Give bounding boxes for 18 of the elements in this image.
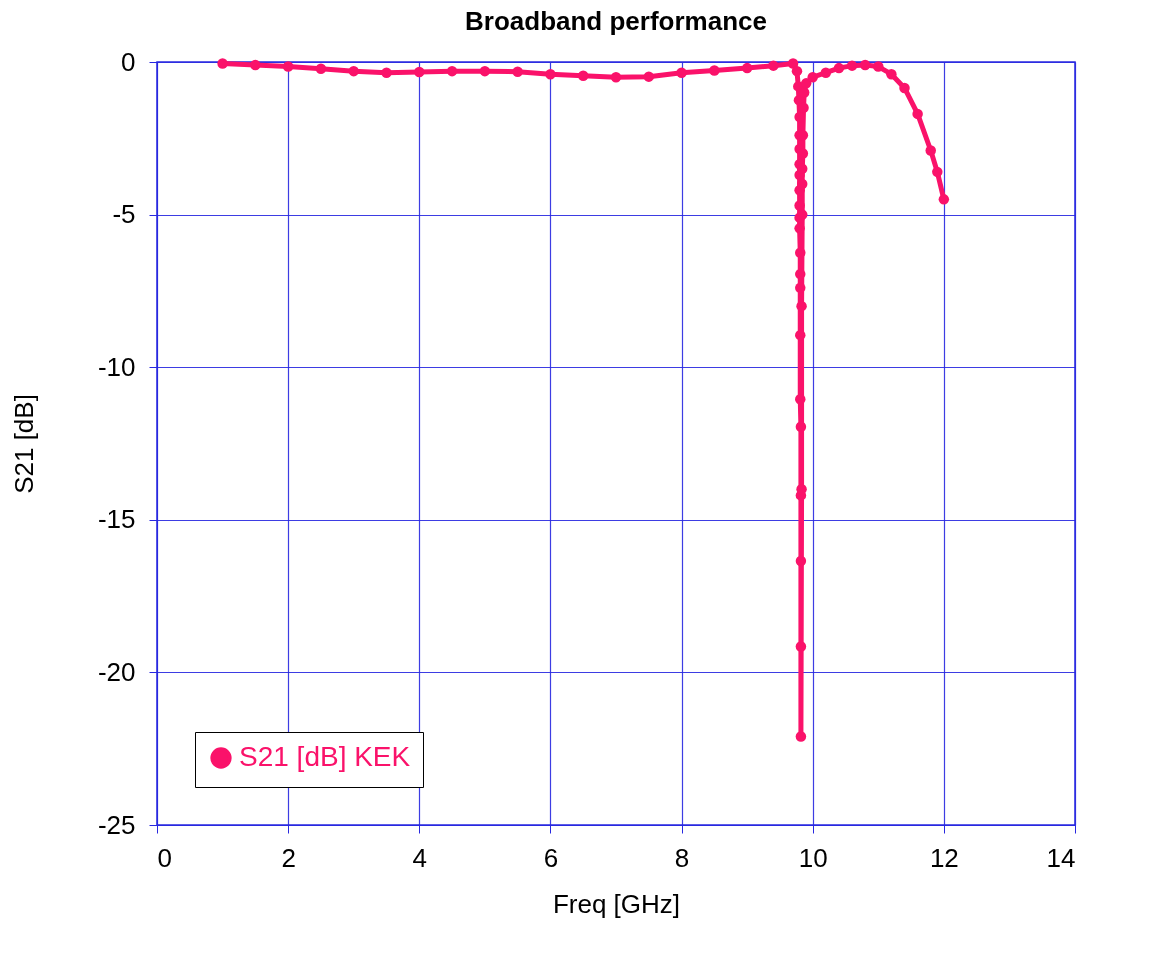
x-axis-title: Freq [GHz] [552, 888, 681, 919]
x-tick-label: 14 [1046, 842, 1076, 873]
y-tick-label: 0 [121, 46, 136, 77]
x-tick-label: 4 [412, 842, 428, 873]
y-axis-title: S21 [dB] [8, 394, 39, 494]
y-tick-label: -5 [112, 199, 136, 230]
legend-label: S21 [dB] KEK [239, 741, 411, 772]
x-tick-label: 12 [929, 842, 959, 873]
x-tick-label: 10 [798, 842, 828, 873]
y-tick-label: -25 [97, 809, 136, 840]
chart-title: Broadband performance [465, 6, 767, 36]
y-tick-label: -10 [97, 351, 136, 382]
x-tick-label: 2 [281, 842, 296, 873]
x-tick-label: 6 [543, 842, 559, 873]
y-tick-label: -20 [97, 656, 136, 687]
x-tick-label: 0 [157, 842, 172, 873]
y-tick-label: -15 [97, 504, 136, 535]
x-tick-label: 8 [674, 842, 690, 873]
